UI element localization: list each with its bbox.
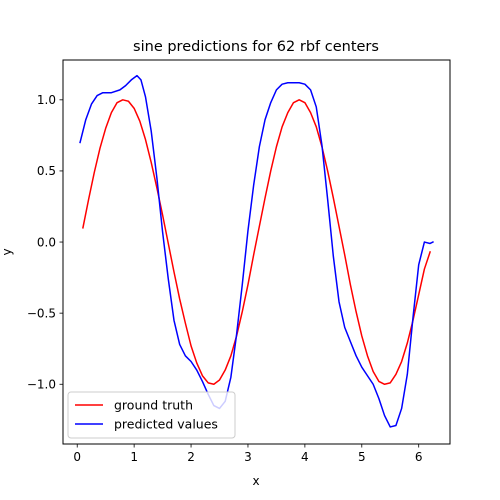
- x-tick-label: 4: [301, 450, 309, 464]
- x-tick-label: 6: [415, 450, 423, 464]
- y-axis-label: y: [0, 248, 14, 255]
- x-axis-label: x: [252, 474, 259, 488]
- y-tick-label: −1.0: [27, 378, 56, 392]
- legend-box: [67, 391, 236, 439]
- legend: ground truth predicted values: [67, 391, 236, 439]
- chart-title: sine predictions for 62 rbf centers: [133, 39, 379, 55]
- y-tick-label: −0.5: [27, 306, 56, 320]
- plot-area: [79, 74, 434, 428]
- x-tick-label: 0: [73, 450, 81, 464]
- series-line-ground-truth: [82, 99, 432, 386]
- x-tick-label: 1: [130, 450, 138, 464]
- x-tick-label: 3: [244, 450, 252, 464]
- y-tick-label: 0.0: [37, 235, 56, 249]
- series-line-predicted-values: [79, 74, 434, 428]
- y-tick-label: 1.0: [37, 93, 56, 107]
- x-axis: 0 1 2 3 4 5 6: [73, 444, 423, 464]
- x-tick-label: 2: [187, 450, 195, 464]
- y-tick-label: 0.5: [37, 164, 56, 178]
- x-tick-label: 5: [358, 450, 366, 464]
- legend-label-ground-truth: ground truth: [114, 398, 193, 413]
- axes-frame: [62, 59, 451, 445]
- y-axis: −1.0 −0.5 0.0 0.5 1.0: [27, 93, 63, 392]
- legend-label-predicted-values: predicted values: [114, 417, 218, 432]
